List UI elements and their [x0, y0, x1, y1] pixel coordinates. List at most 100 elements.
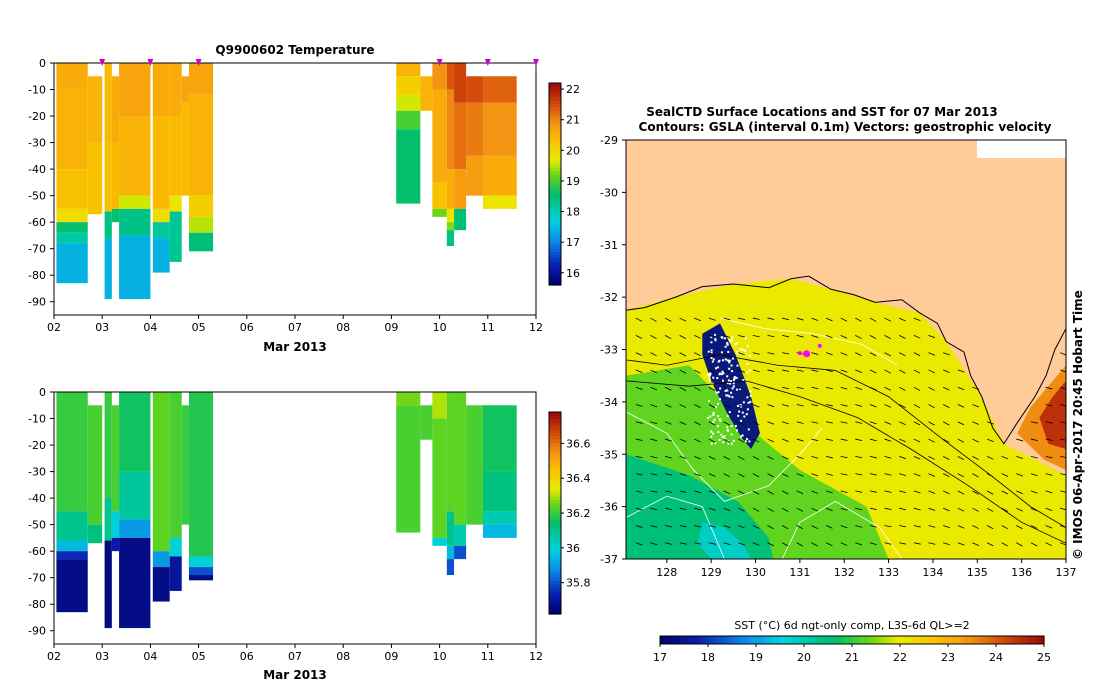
colorbar-step [549, 268, 561, 273]
sst-no-data-pixel [716, 377, 719, 380]
x-tick-label: 11 [481, 650, 495, 663]
sst-colorbar-step [674, 636, 680, 644]
velocity-arrow [679, 438, 687, 442]
velocity-arrow [635, 386, 643, 390]
colorbar-step [549, 442, 561, 447]
velocity-arrow [869, 352, 877, 357]
colorbar-step [549, 418, 561, 423]
colorbar-step [549, 106, 561, 111]
colorbar-step [549, 573, 561, 578]
y-tick-label: -50 [28, 190, 46, 203]
velocity-arrow [1045, 404, 1053, 407]
velocity-arrow [884, 352, 891, 357]
x-tick-label: 03 [95, 650, 109, 663]
velocity-arrow [869, 421, 877, 425]
colorbar-step [549, 187, 561, 192]
velocity-arrow [767, 490, 774, 495]
velocity-arrow [1030, 421, 1038, 424]
sst-colorbar-step [962, 636, 968, 644]
sst-colorbar-step [842, 636, 848, 644]
sst-no-data-pixel [715, 391, 718, 394]
velocity-arrow [869, 507, 877, 511]
sst-no-data-pixel [731, 336, 734, 339]
velocity-arrow [664, 352, 672, 357]
y-tick-label: -20 [28, 110, 46, 123]
colorbar-step [549, 214, 561, 219]
sst-no-data-pixel [742, 379, 745, 382]
sst-no-data-pixel [730, 339, 733, 342]
colorbar-tick-label: 20 [566, 144, 580, 157]
velocity-arrow [781, 473, 789, 477]
sst-no-data-pixel [724, 389, 727, 392]
profile-cell-0-12-2 [446, 169, 455, 209]
longitude-tick-label: 128 [656, 566, 677, 579]
velocity-arrow [738, 386, 745, 391]
sst-no-data-pixel [739, 348, 742, 351]
sst-no-data-pixel [717, 415, 720, 418]
sst-no-data-pixel [727, 359, 730, 362]
profile-cell-0-0-6 [56, 243, 88, 284]
colorbar-step [549, 123, 561, 128]
velocity-arrow [694, 455, 701, 460]
velocity-arrow [1045, 490, 1053, 494]
colorbar-step [549, 536, 561, 541]
colorbar-step [549, 482, 561, 487]
sst-no-data-pixel [733, 376, 736, 379]
colorbar-step [549, 607, 561, 612]
profile-cell-0-6-3 [169, 211, 182, 262]
profile-cell-0-13-1 [454, 102, 467, 170]
sst-no-data-pixel [730, 433, 733, 436]
profile-cell-1-8-1 [188, 556, 214, 568]
velocity-arrow [928, 525, 936, 528]
sst-no-data-pixel [745, 413, 748, 416]
latitude-tick-label: -31 [600, 239, 618, 252]
profile-cell-1-4-1 [119, 471, 151, 520]
velocity-arrow [664, 490, 672, 493]
velocity-arrow [738, 525, 745, 529]
sst-no-data-pixel [732, 382, 735, 385]
velocity-arrow [913, 490, 921, 494]
sst-colorbar-step [746, 636, 752, 644]
velocity-arrow [679, 404, 687, 408]
velocity-arrow [723, 334, 731, 338]
profile-cell-1-15-0 [482, 405, 517, 472]
velocity-arrow [1016, 490, 1023, 495]
sst-no-data-pixel [726, 428, 729, 431]
velocity-arrow [928, 507, 936, 511]
sst-no-data-pixel [749, 390, 752, 393]
velocity-arrow [796, 490, 804, 495]
colorbar-step [549, 587, 561, 592]
velocity-arrow [957, 369, 965, 373]
temperature-y-axis: 0 -10 -20 -30 -40 -50 -60 -70 -80 -90 [28, 57, 54, 309]
sst-map-panel: SealCTD Surface Locations and SST for 07… [600, 105, 1085, 664]
velocity-arrow [664, 525, 672, 528]
sst-no-data-pixel [746, 438, 749, 441]
velocity-arrow [957, 473, 965, 478]
velocity-arrow [738, 334, 746, 338]
velocity-arrow [635, 507, 643, 511]
sst-colorbar-step [818, 636, 824, 644]
sst-no-data-pixel [712, 358, 715, 361]
velocity-arrow [986, 438, 994, 443]
velocity-arrow [694, 421, 701, 426]
velocity-arrow [664, 369, 672, 374]
profile-cell-1-8-2 [188, 567, 214, 576]
velocity-arrow [708, 525, 716, 528]
velocity-arrow [855, 542, 863, 546]
velocity-arrow [840, 507, 848, 511]
velocity-arrow [957, 455, 965, 461]
velocity-arrow [986, 525, 994, 530]
sst-no-data-pixel [730, 391, 733, 394]
y-tick-label: -30 [28, 466, 46, 479]
colorbar-step [549, 126, 561, 131]
profile-cell-1-15-3 [482, 524, 517, 538]
velocity-arrow [869, 386, 877, 391]
x-tick-label: 07 [288, 650, 302, 663]
velocity-arrow [723, 421, 730, 426]
velocity-arrow [1045, 473, 1053, 476]
velocity-arrow [825, 525, 833, 529]
velocity-arrow [694, 542, 702, 545]
sst-no-data-pixel [712, 376, 715, 379]
contour-line [626, 380, 1066, 544]
colorbar-step [549, 570, 561, 575]
